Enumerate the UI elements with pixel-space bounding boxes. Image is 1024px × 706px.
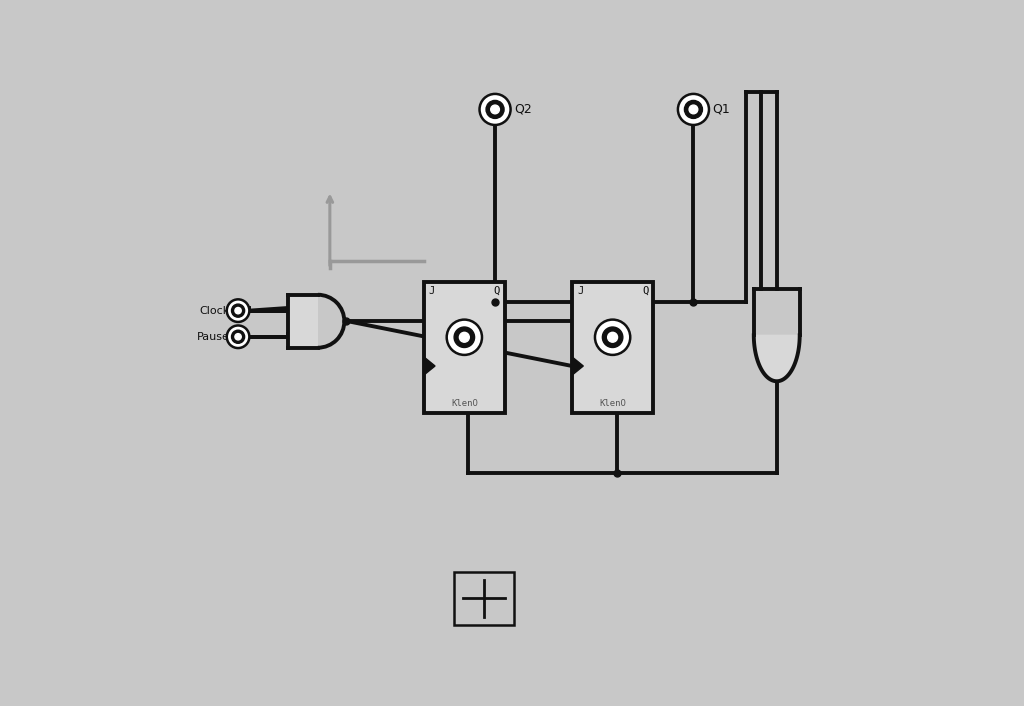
- Circle shape: [226, 325, 250, 348]
- Text: J: J: [577, 286, 584, 296]
- Text: J: J: [429, 286, 435, 296]
- Circle shape: [226, 299, 250, 322]
- Circle shape: [454, 327, 474, 347]
- Bar: [454, 572, 514, 625]
- Circle shape: [678, 94, 709, 125]
- Polygon shape: [424, 357, 435, 375]
- Text: Clock: Clock: [200, 306, 229, 316]
- Circle shape: [234, 334, 242, 340]
- Circle shape: [689, 105, 697, 114]
- Circle shape: [446, 320, 482, 355]
- Circle shape: [595, 320, 630, 355]
- Circle shape: [234, 308, 242, 313]
- Bar: [572, 282, 653, 413]
- Bar: [424, 282, 505, 413]
- Bar: [288, 295, 317, 347]
- Text: KlenO: KlenO: [451, 399, 478, 408]
- Text: Q1: Q1: [713, 103, 730, 116]
- Circle shape: [460, 333, 469, 342]
- Circle shape: [684, 100, 702, 119]
- Circle shape: [231, 304, 245, 317]
- Text: Q: Q: [494, 286, 500, 296]
- Text: Q2: Q2: [514, 103, 531, 116]
- Polygon shape: [754, 335, 800, 381]
- Circle shape: [479, 94, 511, 125]
- Circle shape: [602, 327, 623, 347]
- Polygon shape: [572, 357, 584, 375]
- Text: Pause: Pause: [197, 332, 229, 342]
- Circle shape: [607, 333, 617, 342]
- Text: Q: Q: [642, 286, 648, 296]
- Text: KlenO: KlenO: [599, 399, 626, 408]
- Circle shape: [490, 105, 500, 114]
- Circle shape: [486, 100, 504, 119]
- Circle shape: [231, 330, 245, 343]
